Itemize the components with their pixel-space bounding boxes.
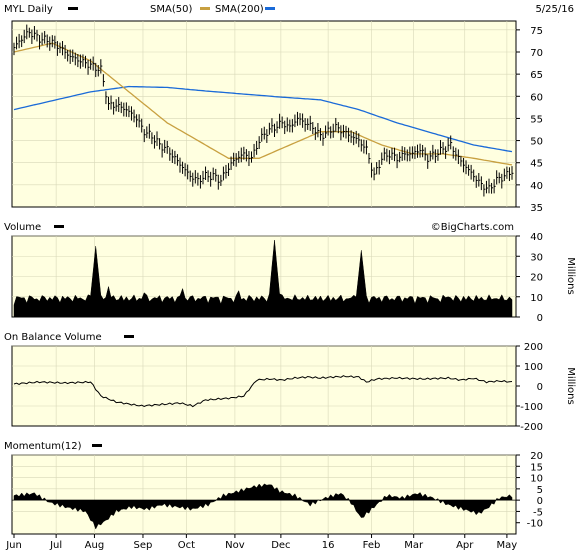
y-tick-label: 70 (530, 48, 543, 59)
price-pane: 35 40 45 50 55 60 65 70 75 (11, 20, 543, 214)
y-tick-label: 0 (537, 382, 543, 393)
momentum-legend-swatch (92, 444, 102, 447)
legend-swatch (200, 7, 210, 10)
volume-legend-swatch (54, 225, 64, 228)
y-tick-label: 55 (530, 114, 543, 125)
legend-swatch (68, 7, 78, 10)
y-tick-label: -5 (533, 507, 543, 518)
y-tick-label: 15 (530, 462, 543, 473)
bigcharts-watermark: ©BigCharts.com (431, 222, 514, 233)
x-tick-label: Apr (456, 540, 474, 551)
x-tick-label: Nov (225, 540, 245, 551)
y-tick-label: 20 (530, 273, 543, 284)
volume-ylabel: Millions (565, 257, 576, 294)
y-tick-label: 100 (524, 362, 543, 373)
obv-line (13, 375, 513, 408)
x-tick-label: Oct (178, 540, 195, 551)
y-tick-label: 0 (537, 496, 543, 507)
y-tick-label: 0 (537, 313, 543, 324)
momentum-area (13, 483, 513, 530)
x-axis: Jun Jul Aug Sep Oct Nov Dec 16 Feb Mar Apr May (5, 534, 517, 551)
y-tick-label: 200 (524, 342, 543, 353)
sma50-line (13, 42, 513, 166)
obv-title: On Balance Volume (4, 332, 102, 343)
price-legend: MYL Daily SMA(50) SMA(200) (4, 4, 275, 15)
x-tick-label: Aug (85, 540, 105, 551)
x-tick-label: Mar (404, 540, 424, 551)
y-tick-label: 5 (537, 485, 543, 496)
y-tick-label: 40 (530, 181, 543, 192)
legend-label: SMA(50) (150, 4, 192, 15)
y-tick-label: 75 (530, 26, 543, 37)
y-tick-label: 10 (530, 293, 543, 304)
x-tick-label: 16 (322, 540, 335, 551)
x-tick-label: Jun (5, 540, 22, 551)
y-tick-label: 50 (530, 137, 543, 148)
chart-date: 5/25/16 (535, 4, 574, 15)
obv-ylabel: Millions (565, 367, 576, 404)
y-tick-label: 20 (530, 451, 543, 462)
sma200-line (13, 85, 513, 153)
y-tick-label: -200 (520, 422, 543, 433)
x-tick-label: Dec (271, 540, 290, 551)
y-tick-label: -10 (527, 519, 543, 530)
volume-title: Volume (4, 222, 41, 233)
y-tick-label: 10 (530, 474, 543, 485)
legend-label: MYL Daily (4, 4, 53, 15)
x-tick-label: Sep (134, 540, 153, 551)
y-tick-label: 35 (530, 203, 543, 214)
volume-pane: 0 10 20 30 40 Volume Millions ©BigCharts.com (4, 222, 576, 324)
legend-label: SMA(200) (215, 4, 264, 15)
momentum-title: Momentum(12) (4, 441, 82, 452)
y-tick-label: 45 (530, 159, 543, 170)
y-tick-label: 30 (530, 252, 543, 263)
y-tick-label: 60 (530, 92, 543, 103)
chart-header: 5/25/16 (535, 4, 574, 15)
x-tick-label: May (497, 540, 518, 551)
y-tick-label: 40 (530, 232, 543, 243)
legend-swatch (265, 7, 275, 10)
y-tick-label: -100 (520, 402, 543, 413)
x-tick-label: Jul (49, 540, 62, 551)
x-tick-label: Feb (363, 540, 381, 551)
on-balance-volume-pane: -200 -100 0 100 200 On Balance Volume Millions (4, 332, 576, 433)
obv-legend-swatch (124, 335, 134, 338)
volume-bars (13, 240, 513, 318)
y-tick-label: 65 (530, 70, 543, 81)
price-plot-area (11, 20, 517, 208)
